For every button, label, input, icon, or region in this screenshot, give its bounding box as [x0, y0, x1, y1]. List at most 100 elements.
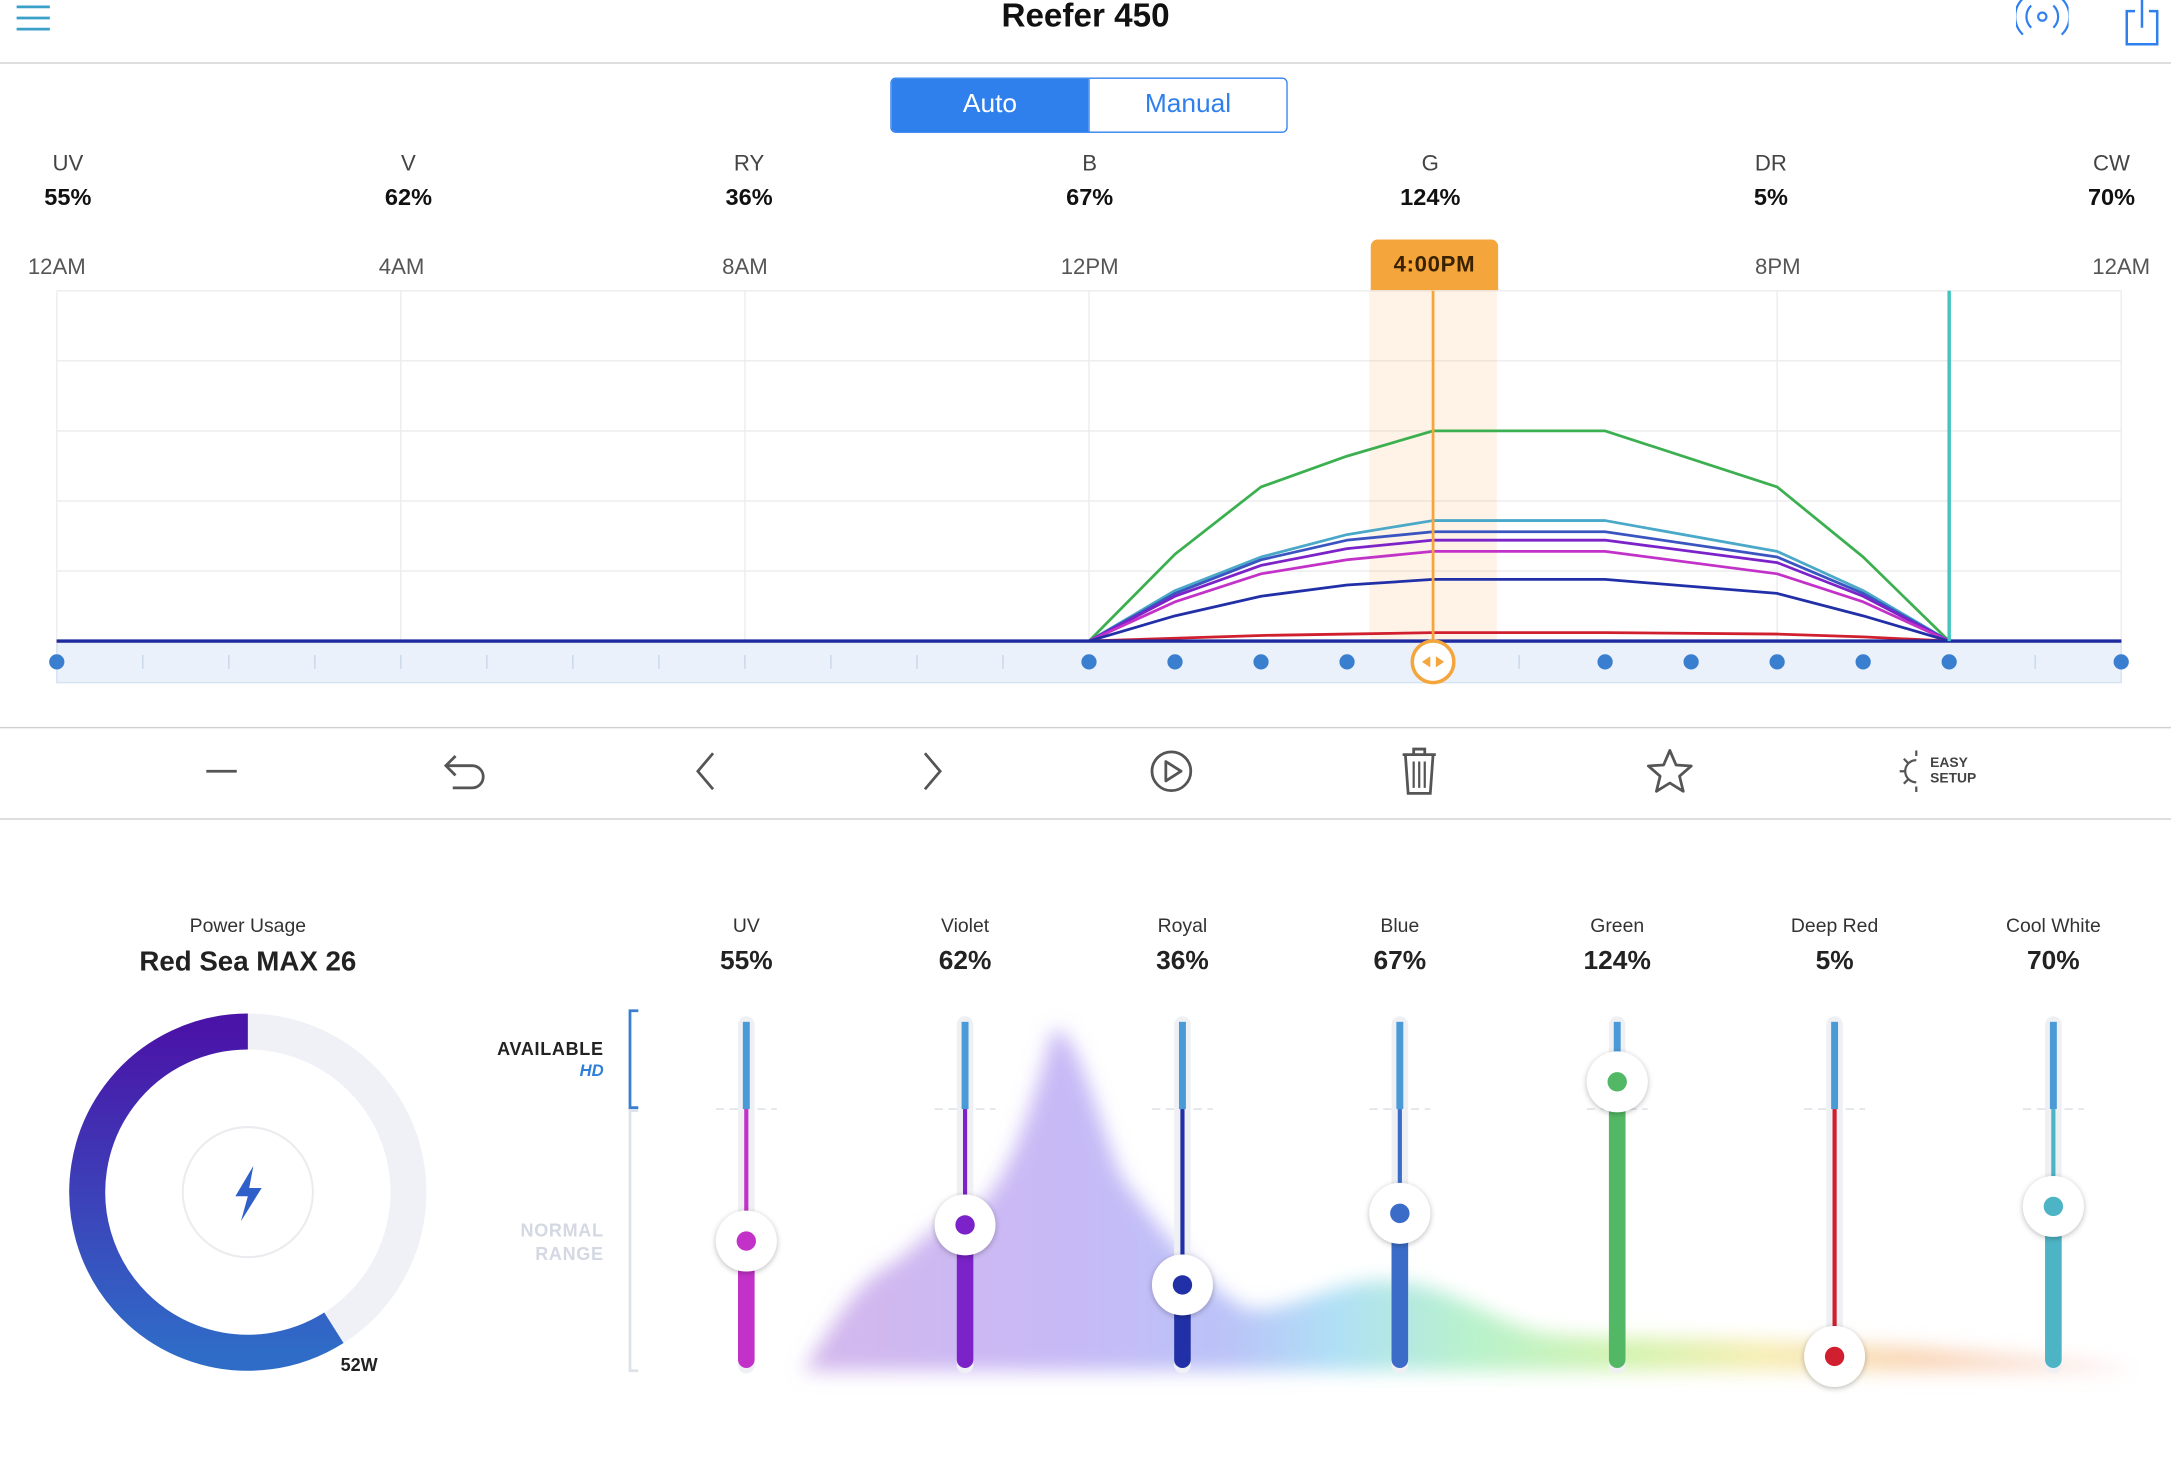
slider-knob-dot — [1824, 1346, 1845, 1367]
slider-hd-zone — [742, 1021, 750, 1110]
slider-hd-zone — [2049, 1021, 2057, 1110]
slider-green-name: Green — [1590, 913, 1645, 936]
slider-royal-name: Royal — [1157, 913, 1208, 936]
slider-knob-dot — [736, 1231, 756, 1251]
control-point[interactable] — [2113, 654, 2129, 670]
easy-setup-label-line2: SETUP — [1930, 771, 1977, 787]
slider-hd-zone — [1178, 1021, 1186, 1110]
slider-green[interactable] — [1586, 1016, 1648, 1374]
menu-button[interactable] — [14, 3, 53, 33]
chevron-right-icon — [923, 752, 942, 791]
hamburger-icon — [16, 5, 50, 31]
slider-blue[interactable] — [1369, 1016, 1431, 1374]
channel-g-name: G — [1421, 152, 1439, 176]
channel-b-name: B — [1082, 152, 1098, 176]
time-label-4am: 4AM — [378, 256, 425, 280]
cursor-handle-ring[interactable] — [1410, 639, 1456, 685]
remove-point-button[interactable] — [191, 744, 252, 799]
channel-dr-value: 5% — [1753, 184, 1788, 211]
trash-icon — [1402, 747, 1436, 795]
undo-button[interactable] — [435, 744, 496, 799]
slider-cool-white-name: Cool White — [2005, 913, 2101, 936]
channel-ry-value: 36% — [725, 184, 773, 211]
undo-icon — [443, 755, 485, 790]
sun-icon — [1899, 750, 1918, 792]
time-cursor-handle[interactable] — [1410, 639, 1456, 685]
slider-thin-fill — [2051, 1109, 2056, 1207]
slider-deep-red[interactable] — [1804, 1016, 1866, 1387]
channel-b-value: 67% — [1066, 184, 1114, 211]
previous-point-button[interactable] — [676, 744, 737, 799]
normal-range-line2: RANGE — [535, 1243, 604, 1265]
control-point[interactable] — [1941, 654, 1957, 670]
control-point[interactable] — [1769, 654, 1785, 670]
control-point[interactable] — [1855, 654, 1871, 670]
channel-cw-value: 70% — [2087, 184, 2136, 211]
arrow-left-icon — [1421, 656, 1431, 668]
slider-knob-dot — [1390, 1203, 1410, 1224]
channel-uv-name: UV — [52, 152, 84, 176]
control-point[interactable] — [1683, 654, 1699, 670]
normal-range-line1: NORMAL — [520, 1219, 604, 1241]
slider-thin-fill — [744, 1109, 749, 1242]
slider-thin-fill — [962, 1109, 968, 1225]
slider-uv-value: 55% — [719, 947, 773, 977]
edit-toolbar — [0, 726, 2171, 820]
time-label-12am-end: 12AM — [2092, 256, 2151, 280]
auto-mode-button[interactable]: Auto — [891, 78, 1089, 132]
minus-icon — [206, 769, 237, 773]
channel-uv-value: 55% — [44, 184, 92, 211]
power-usage-label: Power Usage — [189, 913, 307, 936]
slider-uv[interactable] — [715, 1016, 777, 1374]
control-point[interactable] — [1081, 654, 1097, 670]
next-point-button[interactable] — [901, 744, 962, 799]
slider-knob-dot — [2043, 1196, 2064, 1217]
control-point[interactable] — [49, 654, 65, 670]
slider-cool-white[interactable] — [2022, 1016, 2084, 1374]
channel-dr-name: DR — [1754, 152, 1787, 176]
control-point[interactable] — [1253, 654, 1269, 670]
control-points — [49, 654, 2129, 670]
play-circle-icon — [1150, 750, 1193, 792]
channel-g-value: 124% — [1400, 184, 1461, 211]
share-icon — [2125, 0, 2159, 46]
slider-fill — [1608, 1081, 1626, 1368]
slider-thin-fill — [1397, 1109, 1402, 1214]
control-point[interactable] — [1167, 654, 1183, 670]
spectrum-curve — [803, 1030, 2140, 1371]
share-button[interactable] — [2118, 0, 2165, 47]
slider-fill — [737, 1241, 755, 1368]
power-watts-value: 52W — [340, 1354, 378, 1375]
easy-setup-label-line1: EASY — [1930, 755, 1968, 772]
slider-fill — [1391, 1213, 1409, 1368]
available-label: AVAILABLE — [497, 1038, 604, 1060]
slider-royal-value: 36% — [1156, 947, 1209, 977]
slider-violet[interactable] — [934, 1016, 996, 1374]
page-title: Reefer 450 — [1001, 0, 1170, 35]
slider-violet-name: Violet — [940, 913, 990, 936]
control-point[interactable] — [1597, 654, 1613, 670]
manual-mode-button[interactable]: Manual — [1088, 78, 1287, 132]
easy-setup-button[interactable]: EASY SETUP — [1897, 748, 1994, 795]
delete-button[interactable] — [1389, 744, 1450, 799]
slider-violet-value: 62% — [938, 947, 992, 977]
star-icon — [1646, 749, 1693, 793]
power-model-name: Red Sea MAX 26 — [139, 947, 357, 978]
time-label-8pm: 8PM — [1755, 256, 1801, 280]
slider-blue-value: 67% — [1373, 947, 1427, 977]
preview-play-button[interactable] — [1141, 744, 1202, 799]
slider-deep-red-value: 5% — [1815, 947, 1854, 977]
schedule-chart[interactable] — [0, 0, 2171, 720]
gauge-arc — [69, 1013, 344, 1371]
slider-fill — [956, 1224, 974, 1368]
slider-fill — [2045, 1206, 2062, 1368]
slider-blue-name: Blue — [1380, 913, 1420, 936]
slider-thin-fill — [1832, 1109, 1837, 1357]
slider-hd-zone — [1396, 1021, 1404, 1110]
slider-royal[interactable] — [1151, 1016, 1213, 1374]
chevron-left-icon — [696, 752, 715, 791]
channel-cw-name: CW — [2093, 152, 2130, 176]
current-time-badge[interactable]: 4:00PM — [1370, 239, 1499, 291]
control-point[interactable] — [1339, 654, 1355, 670]
favorite-button[interactable] — [1639, 744, 1700, 799]
